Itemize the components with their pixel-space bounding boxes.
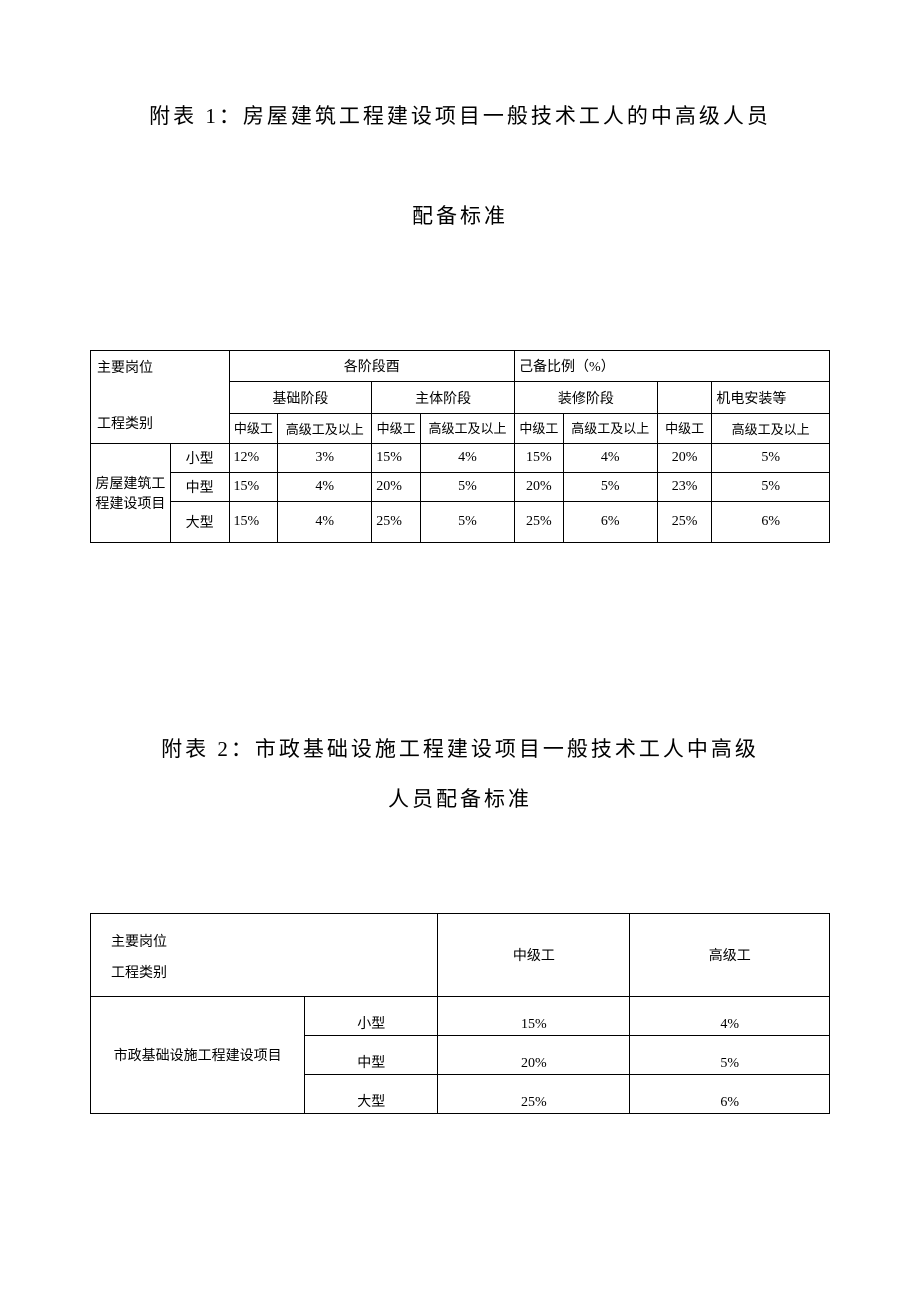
t2-size: 小型 (305, 996, 438, 1035)
t1-s3-mid-label: 中级工 (515, 413, 564, 443)
t1-cell: 20% (515, 473, 564, 502)
t2-head-left: 主要岗位 工程类别 (91, 914, 438, 997)
t1-stage2: 主体阶段 (372, 382, 515, 413)
t1-stage3: 装修阶段 (515, 382, 658, 413)
t2-cell: 25% (438, 1074, 630, 1113)
t1-cell: 5% (420, 502, 514, 543)
table-1: 主要岗位 工程类别 各阶段酉 己备比例（%） 基础阶段 主体阶段 装修阶段 机电… (90, 350, 830, 543)
t2-col-mid: 中级工 (438, 914, 630, 997)
t2-size: 中型 (305, 1035, 438, 1074)
t2-cell: 6% (630, 1074, 830, 1113)
t1-cell: 15% (372, 444, 421, 473)
t1-head-left-line2: 工程类别 (97, 417, 153, 432)
t1-cell: 5% (712, 444, 830, 473)
t1-cell: 4% (420, 444, 514, 473)
t1-size: 中型 (170, 473, 229, 502)
t2-head-left-line2: 工程类别 (111, 966, 167, 981)
t1-head-left: 主要岗位 工程类别 (91, 351, 230, 444)
t1-s2-high-label: 高级工及以上 (420, 413, 514, 443)
t1-cell: 25% (372, 502, 421, 543)
t2-col-high: 高级工 (630, 914, 830, 997)
t2-size: 大型 (305, 1074, 438, 1113)
t2-head-left-line1: 主要岗位 (111, 935, 167, 950)
section2-title: 附表 2：市政基础设施工程建设项目一般技术工人中高级 (90, 733, 830, 763)
t1-cell: 5% (420, 473, 514, 502)
t1-merged-a: 各阶段酉 (229, 351, 515, 382)
table-2: 主要岗位 工程类别 中级工 高级工 市政基础设施工程建设项目 小型 15% 4%… (90, 913, 830, 1114)
t2-cell: 20% (438, 1035, 630, 1074)
t1-cell: 6% (563, 502, 657, 543)
t2-cell: 4% (630, 996, 830, 1035)
t2-cell: 5% (630, 1035, 830, 1074)
t2-row-group: 市政基础设施工程建设项目 (91, 996, 305, 1113)
t1-s1-high-label: 高级工及以上 (278, 413, 372, 443)
t1-stage4-blank (657, 382, 712, 413)
table-row: 房屋建筑工程建设项目 小型 12% 3% 15% 4% 15% 4% 20% 5… (91, 444, 830, 473)
t1-stage4: 机电安装等 (712, 382, 830, 413)
t1-s4-high-label: 高级工及以上 (712, 413, 830, 443)
t1-cell: 5% (712, 473, 830, 502)
t1-cell: 25% (515, 502, 564, 543)
t1-row-group: 房屋建筑工程建设项目 (91, 444, 171, 543)
t1-cell: 15% (229, 502, 278, 543)
table-row: 主要岗位 工程类别 中级工 高级工 (91, 914, 830, 997)
table-row: 大型 15% 4% 25% 5% 25% 6% 25% 6% (91, 502, 830, 543)
t1-size: 小型 (170, 444, 229, 473)
section1-subtitle: 配备标准 (90, 200, 830, 230)
t1-cell: 15% (229, 473, 278, 502)
table-row: 主要岗位 工程类别 各阶段酉 己备比例（%） (91, 351, 830, 382)
table-row: 市政基础设施工程建设项目 小型 15% 4% (91, 996, 830, 1035)
t1-stage1: 基础阶段 (229, 382, 372, 413)
t1-s4-mid-label: 中级工 (657, 413, 712, 443)
t1-cell: 20% (657, 444, 712, 473)
t2-cell: 15% (438, 996, 630, 1035)
t1-head-left-line1: 主要岗位 (97, 361, 153, 376)
t1-cell: 23% (657, 473, 712, 502)
t1-s2-mid-label: 中级工 (372, 413, 421, 443)
t1-cell: 3% (278, 444, 372, 473)
t1-cell: 5% (563, 473, 657, 502)
section2-subtitle: 人员配备标准 (90, 783, 830, 813)
section1-title: 附表 1：房屋建筑工程建设项目一般技术工人的中高级人员 (90, 100, 830, 130)
t1-cell: 20% (372, 473, 421, 502)
t1-cell: 15% (515, 444, 564, 473)
t1-s3-high-label: 高级工及以上 (563, 413, 657, 443)
table-row: 中型 15% 4% 20% 5% 20% 5% 23% 5% (91, 473, 830, 502)
t1-cell: 4% (563, 444, 657, 473)
t1-cell: 12% (229, 444, 278, 473)
t1-merged-b: 己备比例（%） (515, 351, 830, 382)
t1-cell: 25% (657, 502, 712, 543)
t1-cell: 4% (278, 502, 372, 543)
t1-size: 大型 (170, 502, 229, 543)
t1-cell: 6% (712, 502, 830, 543)
t1-cell: 4% (278, 473, 372, 502)
t1-s1-mid-label: 中级工 (229, 413, 278, 443)
